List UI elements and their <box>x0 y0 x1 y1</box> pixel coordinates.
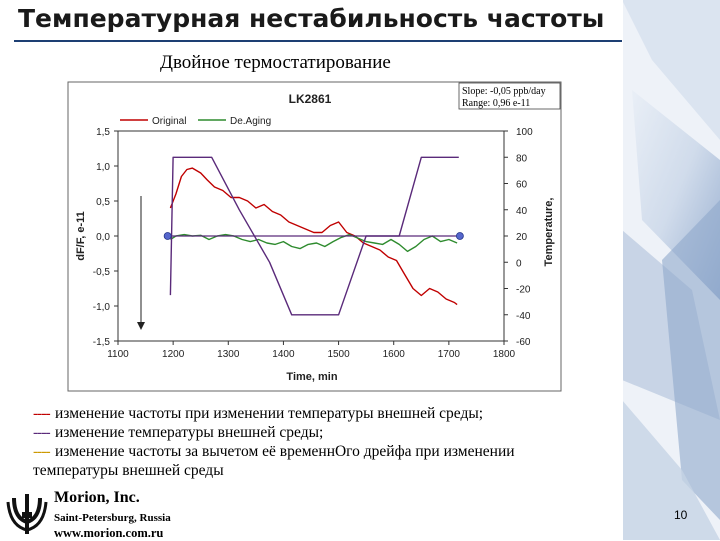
title-underline <box>14 40 622 42</box>
x-tick-label: 1400 <box>272 349 295 360</box>
x-tick-label: 1600 <box>383 349 406 360</box>
y2-tick-label: 100 <box>516 127 533 138</box>
legend-label: De.Aging <box>230 116 271 127</box>
decorative-crystal-background <box>622 0 720 540</box>
chart: LK2861 Slope: -0,05 ppb/day Range: 0,96 … <box>67 81 562 392</box>
reference-marker <box>163 232 172 240</box>
y-tick-label: -1,0 <box>93 302 111 313</box>
reference-marker <box>455 232 464 240</box>
chart-annotation-box <box>458 82 561 110</box>
x-tick-label: 1500 <box>327 349 350 360</box>
y2-tick-label: 0 <box>516 258 522 269</box>
legend-dash-yellow: ---- <box>33 443 51 460</box>
y2-tick-label: 20 <box>516 232 528 243</box>
x-tick-label: 1300 <box>217 349 240 360</box>
company-city: Saint-Petersburg, Russia <box>54 512 171 524</box>
legend-description: ---- изменение частоты при изменении темп… <box>33 404 623 480</box>
legend-line-temperature: ---- изменение температуры внешней среды; <box>33 423 623 442</box>
series-line-original <box>169 167 458 306</box>
legend-text-frequency: изменение частоты при изменении температ… <box>55 405 484 422</box>
x-tick-label: 1200 <box>162 349 185 360</box>
x-axis-label: Time, min <box>286 371 337 383</box>
x-tick-label: 1700 <box>438 349 461 360</box>
x-tick-label: 1800 <box>493 349 516 360</box>
y2-tick-label: -20 <box>516 285 531 296</box>
y-tick-label: -1,5 <box>93 337 111 348</box>
y-tick-label: 1,5 <box>96 127 110 138</box>
y-tick-label: 0,0 <box>96 232 110 243</box>
y-axis-label: dF/F, e-11 <box>75 211 87 261</box>
x-tick-label: 1100 <box>107 349 129 360</box>
y2-tick-label: 60 <box>516 180 528 191</box>
company-name: Morion, Inc. <box>54 489 140 506</box>
legend-dash-red: ---- <box>33 405 51 422</box>
y2-axis-label: Temperature, <box>543 198 555 267</box>
legend-label: Original <box>152 116 186 127</box>
chart-axes: 1100 1200 1300 1400 1500 1600 1700 1800 1,5 1,0 0,… <box>93 127 533 360</box>
y-tick-label: -0,5 <box>93 267 111 278</box>
y2-tick-label: 40 <box>516 206 528 217</box>
y-tick-label: 0,5 <box>96 197 110 208</box>
y-tick-label: 1,0 <box>96 162 110 173</box>
legend-line-frequency: ---- изменение частоты при изменении темп… <box>33 404 623 423</box>
legend-text-deaging: изменение частоты за вычетом её временнО… <box>55 443 515 460</box>
legend-continuation: температуры внешней среды <box>33 462 224 479</box>
time-axis-arrowhead <box>137 322 145 330</box>
legend-line-deaging: ---- изменение частоты за вычетом её врем… <box>33 442 623 461</box>
chart-title: LK2861 <box>289 92 332 106</box>
page-number: 10 <box>674 508 688 522</box>
y2-tick-label: 80 <box>516 153 528 164</box>
series-line-temperature <box>169 156 459 316</box>
y2-tick-label: -40 <box>516 311 531 322</box>
legend-text-temperature: изменение температуры внешней среды; <box>55 424 324 441</box>
chart-legend: Original De.Aging <box>120 116 271 127</box>
company-website: www.morion.com.ru <box>54 526 164 540</box>
morion-logo-icon <box>6 494 48 534</box>
chart-annotation-range: Range: 0,96 e-11 <box>462 98 530 109</box>
chart-series <box>163 156 464 316</box>
slide-title: Температурная нестабильность частоты <box>18 4 605 33</box>
chart-annotation-slope: Slope: -0,05 ppb/day <box>462 86 546 97</box>
legend-dash-purple: ---- <box>33 424 51 441</box>
y2-tick-label: -60 <box>516 337 531 348</box>
slide-subtitle: Двойное термостатирование <box>160 52 391 73</box>
